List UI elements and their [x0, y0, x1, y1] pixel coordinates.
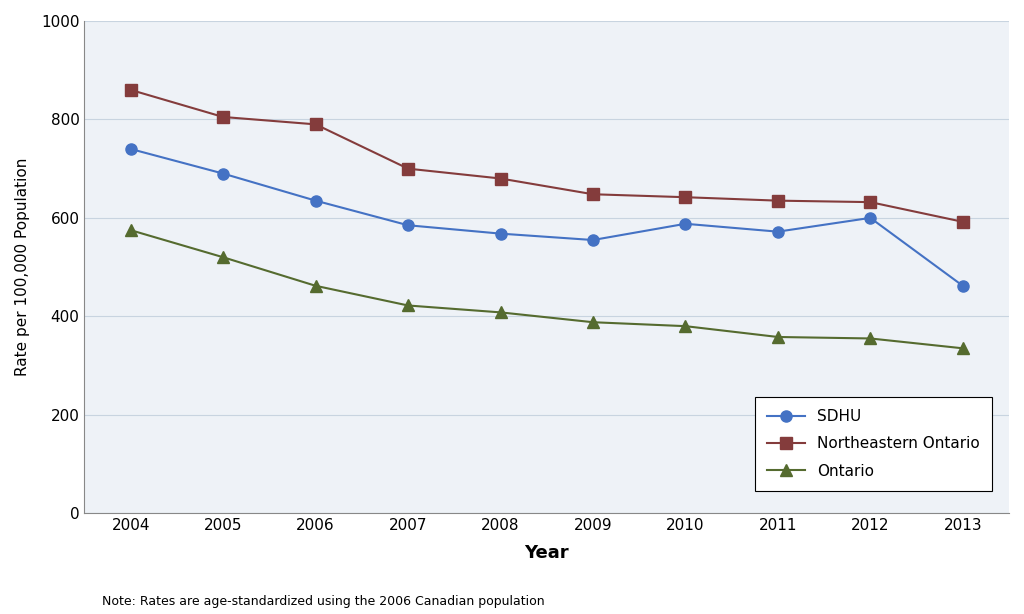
Ontario — [679, 322, 691, 330]
SDHU — [587, 236, 599, 244]
SDHU — [956, 282, 969, 289]
Northeastern Ontario — [309, 121, 322, 128]
Northeastern Ontario — [217, 114, 229, 121]
Ontario — [587, 319, 599, 326]
SDHU — [401, 222, 414, 229]
Ontario — [401, 302, 414, 309]
Text: Note: Rates are age-standardized using the 2006 Canadian population: Note: Rates are age-standardized using t… — [102, 595, 545, 608]
Ontario — [772, 333, 784, 341]
Northeastern Ontario — [495, 175, 507, 182]
Line: SDHU: SDHU — [125, 144, 969, 292]
SDHU — [125, 146, 137, 153]
SDHU — [679, 220, 691, 227]
SDHU — [864, 214, 877, 222]
Northeastern Ontario — [772, 197, 784, 204]
SDHU — [772, 228, 784, 235]
Ontario — [864, 335, 877, 342]
Ontario — [956, 344, 969, 352]
Northeastern Ontario — [401, 165, 414, 173]
Northeastern Ontario — [864, 198, 877, 206]
SDHU — [217, 170, 229, 177]
Northeastern Ontario — [587, 190, 599, 198]
Northeastern Ontario — [679, 193, 691, 201]
Y-axis label: Rate per 100,000 Population: Rate per 100,000 Population — [15, 158, 30, 376]
SDHU — [495, 230, 507, 237]
Ontario — [217, 254, 229, 261]
Ontario — [125, 227, 137, 234]
Line: Ontario: Ontario — [125, 225, 969, 354]
Legend: SDHU, Northeastern Ontario, Ontario: SDHU, Northeastern Ontario, Ontario — [755, 397, 992, 491]
Northeastern Ontario — [125, 86, 137, 93]
Ontario — [309, 282, 322, 289]
Ontario — [495, 309, 507, 316]
X-axis label: Year: Year — [524, 544, 569, 562]
Line: Northeastern Ontario: Northeastern Ontario — [125, 84, 969, 227]
Northeastern Ontario — [956, 218, 969, 225]
SDHU — [309, 197, 322, 204]
